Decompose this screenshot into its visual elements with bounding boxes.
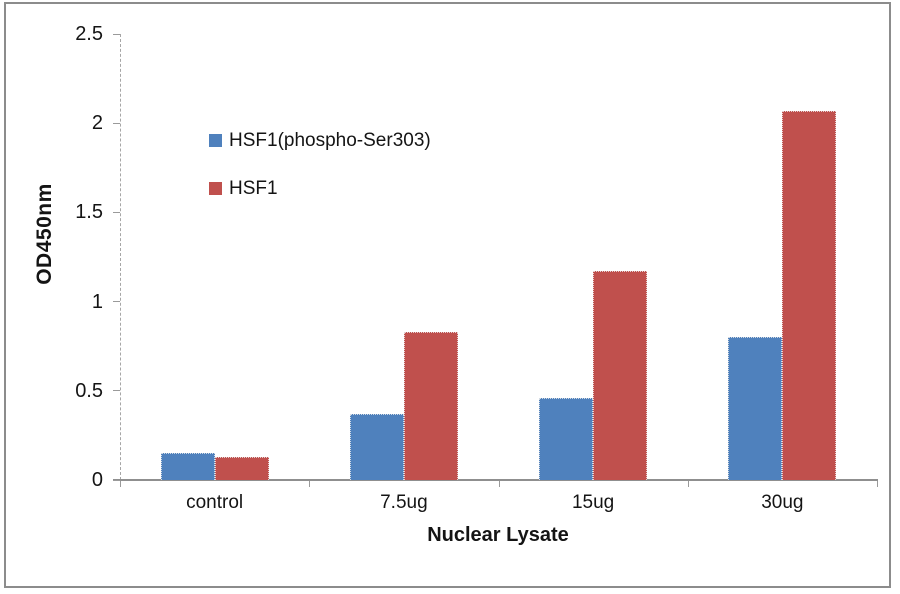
chart-frame [4,2,891,588]
y-tick-label: 0.5 [75,379,103,402]
x-axis-tick [687,481,689,487]
x-axis-tick [877,481,878,487]
y-tick-label: 1 [91,290,103,313]
y-axis-tick [113,479,120,481]
y-axis-tick [113,33,120,35]
legend: HSF1(phospho-Ser303) HSF1 [209,131,431,227]
bar-total-control [214,457,269,480]
legend-item: HSF1 [209,179,431,198]
y-axis-tick [113,390,120,392]
x-tick-label-7.5ug: 7.5ug [380,492,428,513]
bar-phospho-30ug [728,337,783,480]
plot-area [120,34,877,480]
y-axis-tick [113,301,120,303]
y-tick-label: 0 [91,469,103,491]
y-tick-label: 2 [91,112,103,135]
bar-phospho-control [160,453,215,480]
x-axis-line [113,479,878,481]
legend-swatch-icon [209,182,222,195]
legend-label: HSF1(phospho-Ser303) [229,130,431,151]
x-axis-tick [120,481,121,487]
legend-label: HSF1 [229,178,278,199]
y-axis-tick [113,122,120,124]
y-axis-line [120,34,121,480]
x-tick-label-30ug: 30ug [761,492,804,513]
bar-phospho-15ug [539,398,594,480]
x-axis-tick [309,481,311,487]
x-tick-label-15ug: 15ug [571,492,615,513]
y-axis-tick [113,211,120,213]
legend-swatch-icon [209,134,222,147]
bar-total-7.5ug [403,332,458,480]
y-tick-label: 2.5 [75,23,103,45]
x-tick-label-control: control [186,492,244,513]
bar-total-15ug [593,271,648,480]
y-tick-label: 1.5 [75,201,103,224]
bar-phospho-7.5ug [349,414,404,480]
x-axis-title: Nuclear Lysate [427,524,569,546]
y-axis-title: OD450nm [33,183,56,285]
bar-total-30ug [782,111,837,480]
x-axis-tick [498,481,500,487]
legend-item: HSF1(phospho-Ser303) [209,131,431,150]
